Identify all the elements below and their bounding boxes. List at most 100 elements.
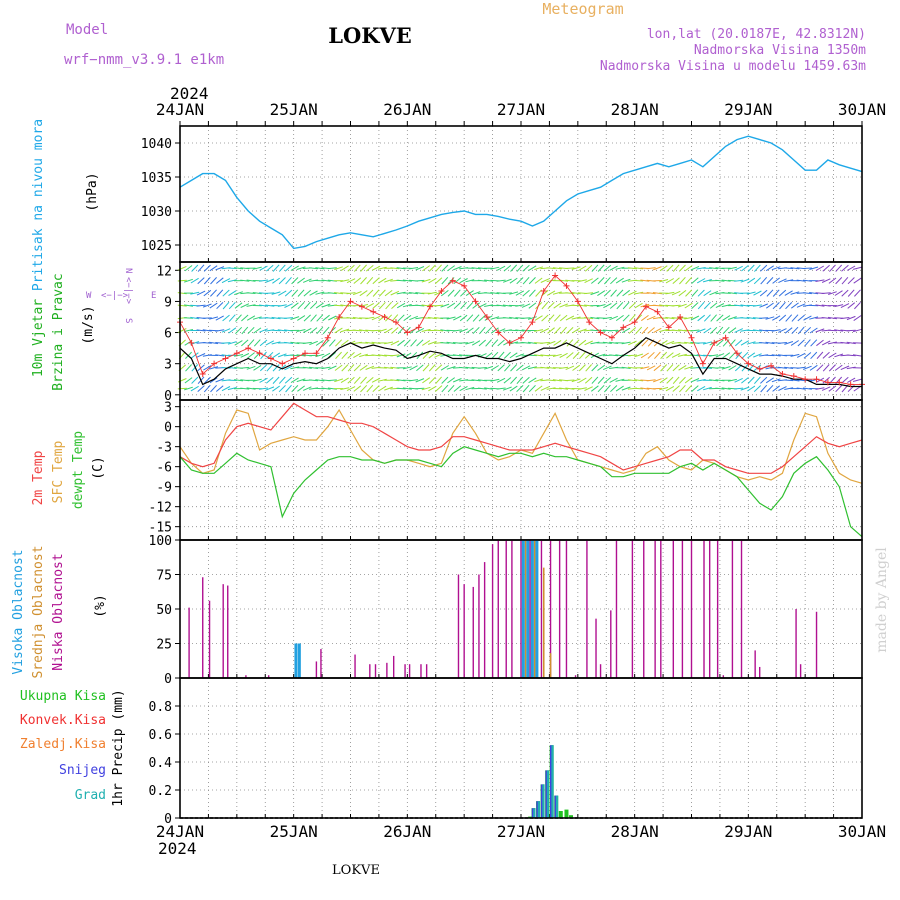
wind-barb [734,339,743,347]
wind-barb [203,376,211,384]
wind-barb [777,342,787,344]
wind-barb [640,279,650,282]
wind-barb [715,367,725,369]
wind-barb [290,265,299,271]
wind-barb [666,376,674,384]
wind-barb [571,292,581,295]
wind-barb [540,328,550,333]
wind-barb [809,327,818,334]
wind-barb [503,377,512,384]
wind-barb [622,289,631,297]
wind-barb [372,277,380,285]
wind-barb [609,315,618,321]
wind-barb [734,377,743,383]
wind-barb [360,264,367,272]
gust-marker [279,360,286,367]
wind-barb [622,301,630,310]
wind-barb [797,339,805,347]
date-label-bottom: 24JAN [156,822,204,841]
wind-barb [653,327,662,334]
wind-barb [334,266,343,271]
wind-barb [847,377,856,383]
wind-barb [540,278,550,283]
wind-barb [191,376,199,384]
wind-barb [690,378,700,383]
wind-barb [496,377,506,383]
wind-barb [584,264,593,272]
wind-barb [703,301,711,310]
wind-barb [509,291,519,295]
wind-barb [284,303,293,308]
wind-barb [184,377,193,384]
wind-barb [847,302,856,309]
wind-barb [540,341,550,344]
wind-barb [466,301,474,310]
wind-barb [546,340,556,345]
wind-barb [234,291,243,296]
wind-barb [822,376,830,384]
wind-barb [216,289,224,297]
wind-barb [378,385,387,392]
wind-barb [297,315,306,321]
wind-barb [610,289,617,297]
gust-marker [643,303,650,310]
wind-barb [809,316,819,320]
wind-barb [579,351,586,360]
wind-barb [290,366,300,370]
wind-barb [815,265,825,271]
wind-barb [746,291,756,295]
wind-barb [190,316,200,320]
wind-barb [427,316,437,320]
wind-barb [684,316,694,320]
wind-barb [266,364,274,372]
wind-barb [765,377,774,384]
top-date-labels: 24JAN 25JAN 26JAN 27JAN 28JAN 29JAN 30JAN [156,100,886,126]
wind-barb [659,328,669,333]
wind-barb [291,277,299,285]
wind-barb [841,376,849,384]
wind-barb [197,264,205,272]
wind-barb [465,341,475,345]
wind-label: 10m Vjetar [31,299,46,377]
wind-barb [815,328,825,333]
wind-barb [665,340,675,345]
pressure-panel: 1025 1030 1035 1040 [141,125,863,263]
wind-barb [340,328,350,333]
wind-barb [634,279,644,282]
gust-marker [711,339,718,346]
wind-barb [352,291,362,296]
y-tick-label: 50 [156,603,172,618]
wind-barb [341,351,349,360]
wind-barb [665,278,675,284]
wind-barb [734,304,744,307]
wind-barb [734,279,744,282]
wind-barb [759,289,768,297]
wind-barb [484,279,494,282]
wind-barb [634,302,643,309]
gust-marker [506,339,513,346]
date-label-top: 30JAN [838,100,886,119]
wind-barb [772,385,781,392]
wind-barb [234,354,244,357]
wind-barb [821,340,831,346]
wind-barb [210,384,217,393]
wind-barb [772,315,781,321]
wind-barb [203,264,211,272]
wind-barb [759,317,769,319]
gust-marker [597,329,604,336]
wind-barb [854,289,861,297]
y-tick-label: 1030 [141,205,172,220]
wind-barb [610,277,618,285]
wind-barb [346,317,356,320]
precip-snow-label: Snijeg [59,763,106,778]
wind-barb [453,266,462,271]
wind-barb [240,387,250,390]
wind-barb [841,264,849,272]
wind-barb [390,340,400,346]
wind-barb [659,265,668,272]
wind-barb [327,379,337,382]
wind-barb [272,277,280,284]
wind-barb [516,277,524,285]
wind-barb [415,279,425,282]
gust-marker [768,362,775,369]
